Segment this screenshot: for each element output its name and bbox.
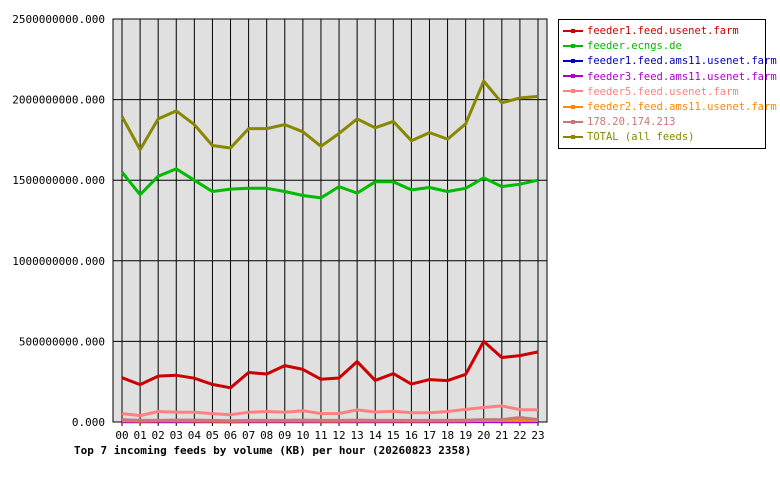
x-tick-label: 02 <box>152 429 165 442</box>
x-tick-label: 17 <box>423 429 436 442</box>
legend-item: TOTAL (all feeds) <box>563 130 694 145</box>
series-line-feeder5-feed-usenet-farm <box>121 404 539 418</box>
x-tick-label: 13 <box>351 429 364 442</box>
y-axis: 0.000 500000000.000 1000000000.000 15000000… <box>12 13 105 429</box>
legend-swatch <box>563 56 583 67</box>
y-tick-label: 500000000.000 <box>19 335 105 348</box>
legend-swatch <box>563 132 583 143</box>
x-tick-label: 20 <box>477 429 490 442</box>
plot-area <box>112 18 548 423</box>
legend-item: feeder3.feed.ams11.usenet.farm <box>563 70 777 85</box>
x-tick-label: 22 <box>513 429 526 442</box>
legend-swatch <box>563 117 583 128</box>
legend-label: feeder2.feed.ams11.usenet.farm <box>587 101 777 113</box>
x-tick-label: 18 <box>441 429 454 442</box>
y-tick-label: 1500000000.000 <box>12 174 105 187</box>
x-tick-label: 21 <box>495 429 508 442</box>
legend-swatch <box>563 86 583 97</box>
legend-label: feeder1.feed.usenet.farm <box>587 25 739 37</box>
series-line-feeder-ecngs-de <box>120 167 539 200</box>
legend-label: feeder1.feed.ams11.usenet.farm <box>587 55 777 68</box>
series-line-feeder1-feed-usenet-farm <box>121 339 539 390</box>
legend: feeder1.feed.usenet.farm feeder.ecngs.de f… <box>558 19 777 149</box>
x-tick-label: 08 <box>260 429 273 442</box>
x-tick-label: 04 <box>188 429 202 442</box>
x-tick-label: 01 <box>133 429 146 442</box>
legend-item: feeder2.feed.ams11.usenet.farm <box>563 100 777 115</box>
x-tick-label: 16 <box>405 429 418 442</box>
x-tick-label: 06 <box>224 429 237 442</box>
x-tick-label: 23 <box>531 429 544 442</box>
legend-swatch <box>563 102 583 113</box>
x-tick-label: 10 <box>296 429 309 442</box>
legend-item: 178.20.174.213 <box>563 115 676 130</box>
x-tick-label: 19 <box>459 429 472 442</box>
x-tick-label: 07 <box>242 429 255 442</box>
legend-label: feeder5.feed.usenet.farm <box>587 85 739 98</box>
series-line-total-all-feeds- <box>120 79 539 152</box>
legend-swatch <box>563 26 583 37</box>
y-tick-label: 2500000000.000 <box>12 13 105 26</box>
legend-item: feeder5.feed.usenet.farm <box>563 85 739 100</box>
legend-label: feeder3.feed.ams11.usenet.farm <box>587 70 777 83</box>
legend-item: feeder1.feed.usenet.farm <box>563 24 739 39</box>
y-tick-label: 1000000000.000 <box>12 255 105 268</box>
legend-swatch <box>563 71 583 82</box>
x-tick-label: 03 <box>170 429 183 442</box>
x-tick-label: 12 <box>332 429 345 442</box>
legend-label: 178.20.174.213 <box>587 116 676 129</box>
chart-caption: Top 7 incoming feeds by volume (KB) per … <box>74 444 472 457</box>
x-tick-label: 14 <box>369 429 383 442</box>
x-tick-label: 11 <box>314 429 327 442</box>
series-lines <box>120 79 539 424</box>
y-tick-label: 0.000 <box>72 416 105 429</box>
y-tick-label: 2000000000.000 <box>12 94 105 107</box>
x-tick-label: 00 <box>115 429 128 442</box>
x-axis: 00 01 02 03 04 05 06 07 08 09 10 11 12 13 14 15 16 17 18 19… <box>115 422 545 442</box>
legend-swatch <box>563 41 583 52</box>
legend-label: TOTAL (all feeds) <box>587 131 695 144</box>
legend-item: feeder1.feed.ams11.usenet.farm <box>563 54 777 69</box>
legend-label: feeder.ecngs.de <box>587 40 682 53</box>
legend-item: feeder.ecngs.de <box>563 39 682 54</box>
x-tick-label: 15 <box>387 429 400 442</box>
x-tick-label: 05 <box>206 429 219 442</box>
x-tick-label: 09 <box>278 429 291 442</box>
series-line-178-20-174-213 <box>121 416 539 423</box>
